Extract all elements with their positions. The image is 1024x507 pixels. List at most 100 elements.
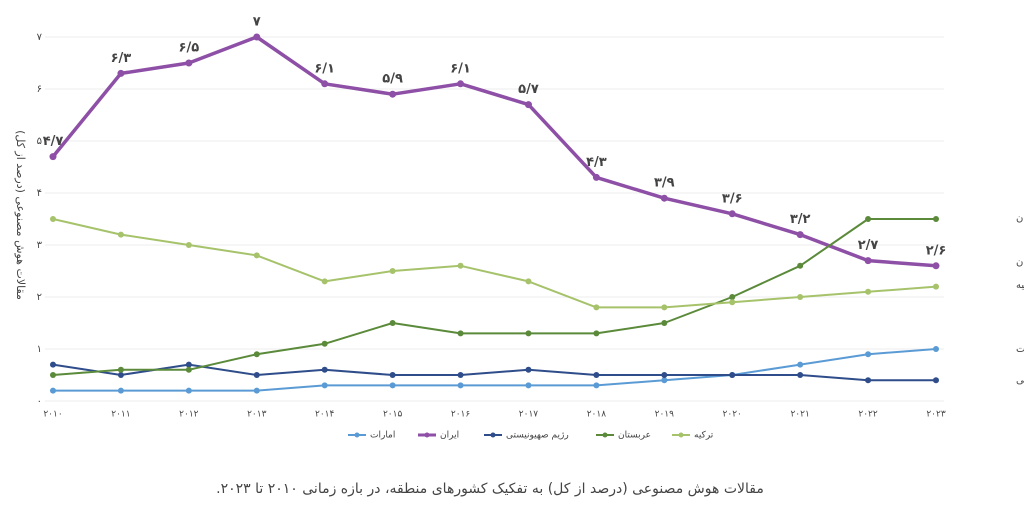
point: [457, 262, 464, 269]
point: [933, 283, 939, 290]
point: [865, 351, 872, 358]
value-label: ۳/۶: [722, 191, 743, 206]
value-label: ۶/۱: [314, 61, 335, 76]
point: [389, 320, 396, 326]
point: [661, 304, 668, 311]
value-label: ۲/۶: [926, 243, 947, 258]
point: [389, 268, 396, 274]
point: [253, 372, 260, 378]
x-tick-label: ۲۰۱۷: [519, 410, 539, 420]
point: [593, 330, 600, 337]
point: [321, 278, 328, 285]
point: [865, 216, 872, 222]
point: [253, 33, 261, 41]
point: [117, 372, 124, 378]
point: [797, 372, 804, 378]
point: [797, 294, 804, 300]
y-tick-label: ۶: [37, 84, 42, 95]
point: [932, 262, 940, 270]
point: [729, 294, 736, 300]
y-tick-label: ۱: [37, 344, 42, 355]
x-tick-label: ۲۰۱۴: [315, 410, 335, 420]
y-axis-label: مقالات هوش مصنوعی (درصد از کل): [14, 130, 27, 300]
point: [389, 90, 397, 98]
legend-label: ترکیه: [694, 431, 714, 441]
point: [117, 387, 124, 394]
series-line: [52, 218, 936, 376]
series-line: [51, 35, 937, 268]
point: [321, 366, 328, 373]
point: [933, 346, 939, 352]
point: [321, 382, 328, 389]
point: [50, 361, 56, 368]
y-tick-label: ۰: [37, 396, 42, 407]
series-line: [52, 218, 937, 309]
x-tick-label: ۲۰۲۱: [790, 410, 809, 420]
point: [185, 242, 192, 248]
point: [933, 216, 939, 222]
point: [593, 372, 600, 378]
end-label: امارات: [1016, 344, 1024, 355]
x-tick-label: ۲۰۱۰: [43, 410, 62, 420]
point: [389, 372, 396, 378]
point: [525, 330, 532, 337]
x-tick-label: ۲۰۲۰: [723, 410, 742, 420]
series-line: [53, 348, 937, 392]
legend-marker: [424, 432, 430, 438]
value-label: ۶/۳: [111, 51, 132, 66]
value-label: ۳/۹: [654, 176, 675, 191]
legend-marker: [490, 432, 496, 438]
point: [50, 387, 56, 394]
value-label: ۴/۳: [586, 155, 607, 170]
point: [593, 382, 600, 389]
legend-label: امارات: [370, 431, 395, 441]
x-tick-label: ۲۰۱۳: [247, 410, 267, 420]
point: [592, 173, 600, 181]
x-tick-label: ۲۰۲۳: [926, 410, 946, 420]
point: [185, 361, 192, 368]
value-label: ۴/۷: [43, 134, 64, 149]
y-tick-label: ۴: [37, 188, 42, 199]
point: [117, 231, 124, 238]
point: [321, 80, 329, 88]
legend-marker: [678, 432, 684, 438]
end-label: ترکیه: [1016, 280, 1024, 291]
point: [525, 366, 532, 373]
point: [253, 252, 260, 259]
caption: مقالات هوش مصنوعی (درصد از کل) به تفکیک …: [216, 481, 764, 497]
point: [49, 153, 57, 161]
point: [729, 372, 736, 378]
point: [185, 366, 192, 373]
point: [728, 210, 736, 218]
legend-label: عربستان: [618, 431, 651, 441]
point: [457, 80, 465, 88]
point: [661, 372, 668, 378]
series-line: [52, 363, 936, 382]
point: [389, 382, 396, 389]
point: [253, 387, 260, 394]
point: [525, 382, 532, 389]
point: [865, 288, 872, 295]
point: [796, 231, 804, 239]
value-label: ۶/۵: [179, 41, 200, 56]
point: [117, 366, 124, 373]
end-label: رژیم صهیونیستی: [1016, 375, 1024, 386]
point: [864, 257, 872, 265]
point: [525, 278, 532, 285]
legend-label: رژیم صهیونیستی: [506, 431, 569, 441]
point: [50, 216, 56, 222]
x-tick-label: ۲۰۱۱: [111, 410, 130, 420]
point: [729, 299, 736, 306]
x-tick-label: ۲۰۱۵: [383, 410, 403, 420]
y-tick-label: ۲: [37, 292, 42, 303]
point: [253, 351, 260, 358]
value-label: ۲/۷: [858, 238, 879, 253]
x-tick-label: ۲۰۱۲: [179, 410, 199, 420]
y-tick-label: ۳: [37, 240, 43, 251]
y-tick-label: ۵: [37, 136, 42, 147]
point: [933, 377, 939, 384]
y-tick-label: ۷: [37, 32, 43, 43]
point: [865, 377, 872, 384]
x-tick-label: ۲۰۱۸: [587, 410, 607, 420]
point: [457, 372, 464, 378]
